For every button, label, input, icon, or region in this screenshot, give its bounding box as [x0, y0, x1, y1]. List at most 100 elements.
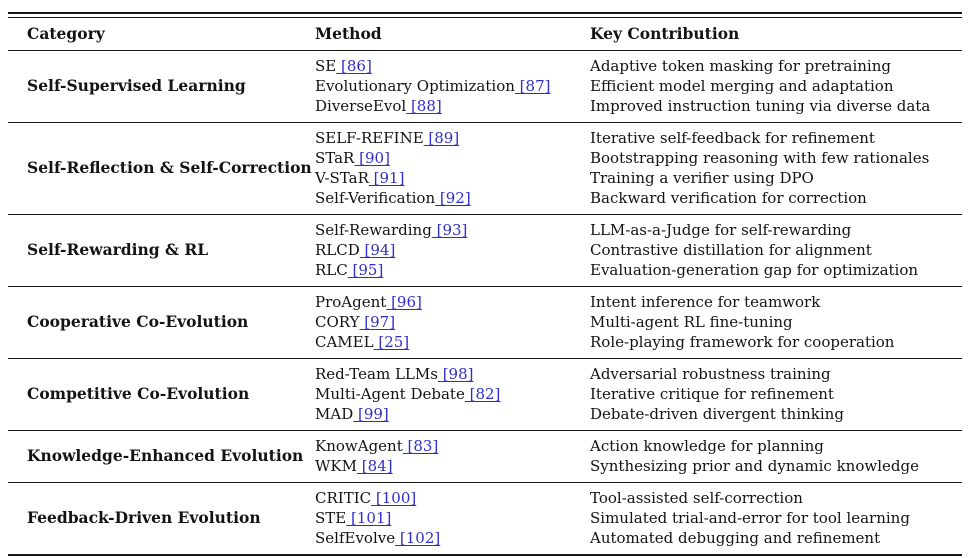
contribution-cell: Action knowledge for planning Synthesizin… [590, 430, 962, 483]
contribution-text: Action knowledge for planning [590, 436, 824, 455]
method-entry: MAD [99] [315, 404, 590, 424]
contribution-text: Evaluation-generation gap for optimizati… [590, 260, 919, 279]
method-entry: RLC [95] [315, 260, 590, 280]
citation-link[interactable]: [89] [423, 128, 460, 147]
method-name: SELF-REFINE [315, 128, 424, 147]
contribution-text: Backward verification for correction [590, 188, 867, 207]
citation-link[interactable]: [90] [354, 148, 390, 167]
method-cell: SE [86] Evolutionary Optimization [87] Div… [315, 50, 590, 123]
citation-link[interactable]: [102] [395, 528, 441, 547]
method-entry: CORY [97] [315, 312, 590, 332]
contribution-text: Multi-agent RL fine-tuning [590, 312, 793, 331]
method-name: RLC [315, 260, 348, 279]
method-name: WKM [315, 456, 357, 475]
contribution-text: Simulated trial-and-error for tool learn… [590, 508, 910, 527]
method-name: SelfEvolve [315, 528, 396, 547]
method-entry: CAMEL [25] [315, 332, 590, 352]
method-name: Self-Rewarding [315, 220, 432, 239]
citation-link[interactable]: [86] [336, 56, 372, 75]
category-label: Competitive Co-Evolution [27, 384, 250, 403]
category-cell: Competitive Co-Evolution [8, 358, 315, 431]
method-name: Evolutionary Optimization [315, 76, 515, 95]
contribution-text: Role-playing framework for cooperation [590, 332, 895, 351]
citation-link[interactable]: [94] [359, 240, 396, 259]
method-name: CAMEL [315, 332, 374, 351]
table-row: Knowledge-Enhanced Evolution KnowAgent [… [8, 430, 962, 483]
method-name: Red-Team LLMs [315, 364, 438, 383]
method-cell: SELF-REFINE [89] STaR [90] V-STaR [91] Self… [315, 122, 590, 215]
col-header-category: Category [8, 17, 315, 51]
method-name: Self-Verification [315, 188, 436, 207]
header-row: Category Method Key Contribution [8, 17, 962, 51]
category-label: Self-Reflection & Self-Correction [27, 158, 312, 177]
method-name: Multi-Agent Debate [315, 384, 465, 403]
table-row: Competitive Co-Evolution Red-Team LLMs [… [8, 358, 962, 431]
contribution-text: Automated debugging and refinement [590, 528, 881, 547]
citation-link[interactable]: [83] [402, 436, 439, 455]
citation-link[interactable]: [100] [371, 488, 417, 507]
method-entry: STE [101] [315, 508, 590, 528]
method-entry: SE [86] [315, 56, 590, 76]
contribution-text: Tool-assisted self-correction [590, 488, 803, 507]
table-row: Self-Rewarding & RL Self-Rewarding [93] R… [8, 214, 962, 287]
contribution-text: Iterative self-feedback for refinement [590, 128, 875, 147]
contribution-cell: LLM-as-a-Judge for self-rewarding Contras… [590, 214, 962, 287]
citation-link[interactable]: [99] [353, 404, 389, 423]
category-cell: Knowledge-Enhanced Evolution [8, 430, 315, 483]
method-entry: Self-Verification [92] [315, 188, 590, 208]
contribution-text: Intent inference for teamwork [590, 292, 821, 311]
contribution-text: Efficient model merging and adaptation [590, 76, 894, 95]
contribution-text: Synthesizing prior and dynamic knowledge [590, 456, 919, 475]
citation-link[interactable]: [25] [373, 332, 410, 351]
category-label: Feedback-Driven Evolution [27, 508, 261, 527]
citation-link[interactable]: [95] [347, 260, 384, 279]
citation-link[interactable]: [93] [431, 220, 468, 239]
citation-link[interactable]: [92] [435, 188, 471, 207]
citation-link[interactable]: [88] [406, 96, 442, 115]
method-name: STE [315, 508, 347, 527]
citation-link[interactable]: [97] [359, 312, 396, 331]
citation-link[interactable]: [82] [464, 384, 501, 403]
method-entry: SELF-REFINE [89] [315, 128, 590, 148]
category-label: Knowledge-Enhanced Evolution [27, 446, 304, 465]
top-double-rule [8, 12, 962, 14]
col-header-method: Method [315, 17, 590, 51]
contribution-cell: Iterative self-feedback for refinement Bo… [590, 122, 962, 215]
table: Category Method Key Contribution Self-Su… [8, 16, 962, 556]
table-row: Self-Supervised Learning SE [86] Evolutio… [8, 50, 962, 123]
category-label: Self-Supervised Learning [27, 76, 246, 95]
method-cell: ProAgent [96] CORY [97] CAMEL [25] [315, 286, 590, 359]
citation-link[interactable]: [91] [368, 168, 405, 187]
method-entry: Multi-Agent Debate [82] [315, 384, 590, 404]
category-cell: Self-Reflection & Self-Correction [8, 122, 315, 215]
contribution-cell: Adversarial robustness training Iterative… [590, 358, 962, 431]
citation-link[interactable]: [96] [386, 292, 422, 311]
method-name: RLCD [315, 240, 360, 259]
contribution-text: Debate-driven divergent thinking [590, 404, 844, 423]
contribution-text: Contrastive distillation for alignment [590, 240, 872, 259]
citation-link[interactable]: [101] [346, 508, 392, 527]
method-cell: Red-Team LLMs [98] Multi-Agent Debate [82… [315, 358, 590, 431]
method-entry: Red-Team LLMs [98] [315, 364, 590, 384]
method-name: ProAgent [315, 292, 387, 311]
method-entry: CRITIC [100] [315, 488, 590, 508]
contribution-text: Iterative critique for refinement [590, 384, 834, 403]
method-cell: KnowAgent [83] WKM [84] [315, 430, 590, 483]
method-entry: RLCD [94] [315, 240, 590, 260]
citation-link[interactable]: [84] [356, 456, 393, 475]
methods-summary-table: Category Method Key Contribution Self-Su… [8, 12, 962, 558]
contribution-text: LLM-as-a-Judge for self-rewarding [590, 220, 852, 239]
col-header-key-contribution: Key Contribution [590, 17, 962, 51]
method-entry: SelfEvolve [102] [315, 528, 590, 548]
method-entry: STaR [90] [315, 148, 590, 168]
citation-link[interactable]: [98] [437, 364, 474, 383]
method-name: DiverseEvol [315, 96, 407, 115]
citation-link[interactable]: [87] [514, 76, 551, 95]
table-row: Feedback-Driven Evolution CRITIC [100] ST… [8, 482, 962, 555]
method-name: CRITIC [315, 488, 372, 507]
table-row: Self-Reflection & Self-Correction SELF-R… [8, 122, 962, 215]
category-cell: Self-Rewarding & RL [8, 214, 315, 287]
method-entry: DiverseEvol [88] [315, 96, 590, 116]
method-name: KnowAgent [315, 436, 403, 455]
table-body: Self-Supervised Learning SE [86] Evolutio… [8, 50, 962, 555]
